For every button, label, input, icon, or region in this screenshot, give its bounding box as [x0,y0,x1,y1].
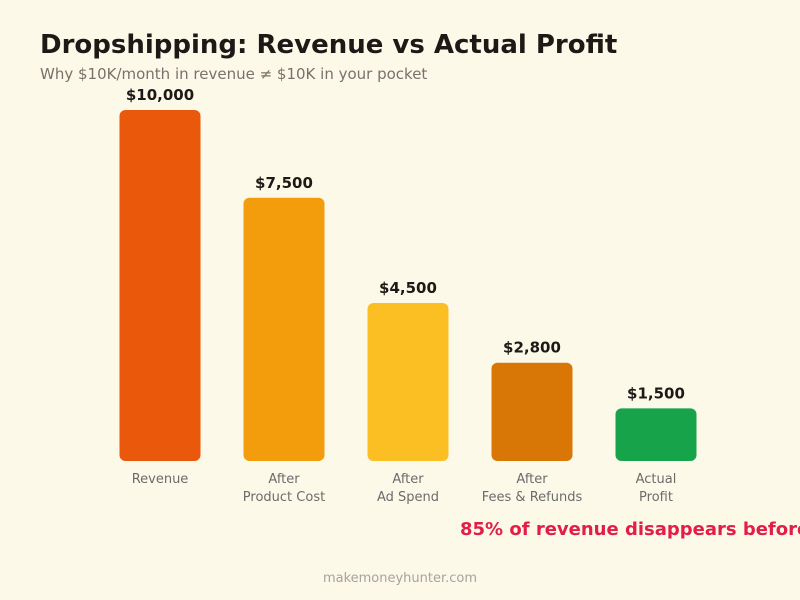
bar-value-label-2: $4,500 [379,279,437,297]
category-label-4-1: Profit [639,490,673,505]
category-label-3-1: Fees & Refunds [482,490,583,505]
bar-3 [491,362,573,461]
category-label-0-0: Revenue [132,472,189,487]
category-label-4-0: Actual [636,472,677,487]
category-label-3-0: After [516,472,548,487]
chart-title: Dropshipping: Revenue vs Actual Profit [40,30,618,60]
category-label-2-1: Ad Spend [377,490,439,505]
bar-value-label-4: $1,500 [627,384,685,402]
category-label-2-0: After [392,472,424,487]
bar-1 [243,197,325,461]
bar-value-label-0: $10,000 [126,86,194,104]
bar-0 [119,110,201,461]
callout-text: 85% of revenue disappears before [460,519,800,540]
chart-subtitle: Why $10K/month in revenue ≠ $10K in your… [40,65,428,83]
bar-4 [615,408,697,461]
bar-value-label-1: $7,500 [255,174,313,192]
category-label-1-0: After [268,472,300,487]
bar-2 [367,303,449,461]
bar-value-label-3: $2,800 [503,339,561,357]
category-label-1-1: Product Cost [243,490,325,505]
footer-watermark: makemoneyhunter.com [322,571,478,586]
